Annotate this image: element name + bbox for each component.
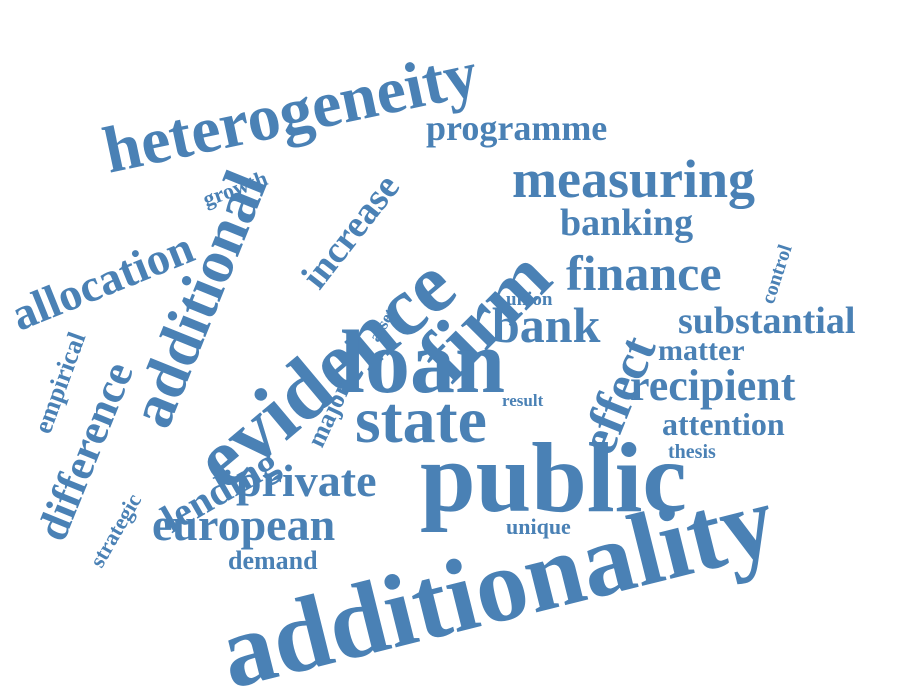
word-substantial: substantial (678, 300, 856, 342)
word-european: european (152, 499, 336, 550)
word-matter: matter (658, 334, 745, 367)
word-measuring: measuring (512, 149, 755, 209)
word-unique: unique (506, 514, 571, 539)
word-result: result (502, 391, 544, 410)
word-thesis: thesis (668, 441, 716, 463)
word-banking: banking (560, 202, 694, 244)
word-programme: programme (426, 108, 608, 148)
word-loan: loan (340, 313, 506, 412)
word-finance: finance (566, 245, 722, 301)
word-demand: demand (228, 546, 318, 575)
word-private: private (236, 455, 377, 506)
word-bank: bank (492, 297, 601, 353)
word-strategic: strategic (84, 489, 147, 572)
word-recipient: recipient (630, 361, 796, 410)
word-state: state (355, 384, 487, 457)
word-public: public (420, 422, 687, 533)
word-union: union (506, 289, 553, 310)
word-control: control (757, 241, 797, 307)
word-attention: attention (662, 406, 785, 442)
